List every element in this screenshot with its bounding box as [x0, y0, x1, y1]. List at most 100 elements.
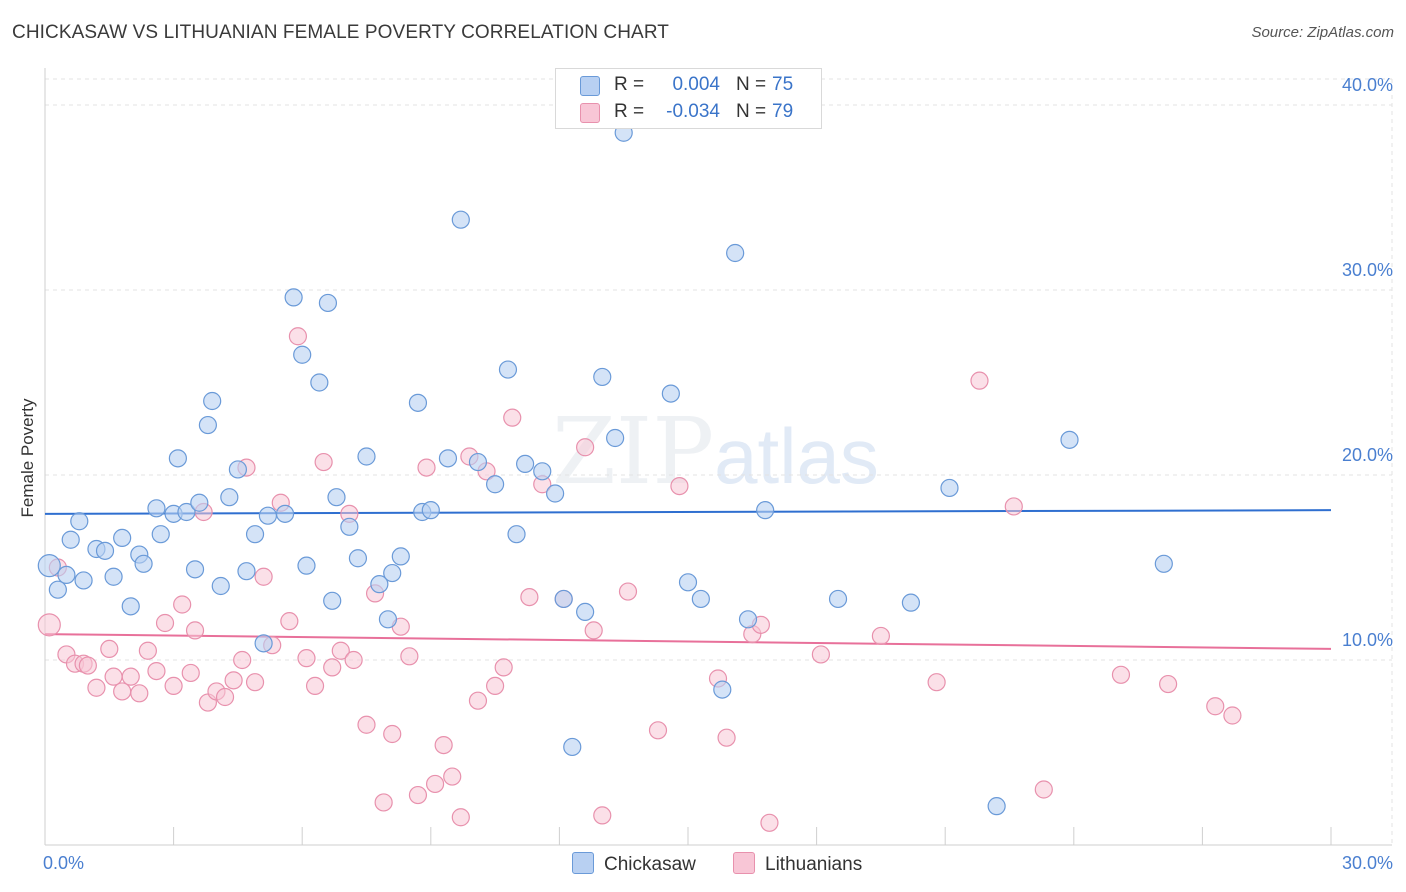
lithuanian-point: [164, 676, 183, 696]
lithuanian-point: [927, 673, 946, 692]
chickasaw-point: [340, 517, 359, 536]
lithuanian-point: [618, 582, 638, 601]
lithuanian-point: [138, 641, 157, 660]
tick-labels: 10.0% 20.0% 30.0% 40.0% 0.0% 30.0%: [43, 75, 1393, 873]
chickasaw-point: [726, 243, 745, 263]
lithuanian-point: [37, 613, 61, 637]
lithuanian-legend-label: Lithuanians: [765, 854, 863, 875]
lithuanian-legend-swatch: [733, 852, 755, 874]
correlation-legend: R = 0.004 N = 75 R = -0.034 N = 79: [555, 68, 822, 129]
chickasaw-point: [678, 573, 698, 592]
lithuanian-point: [78, 656, 97, 675]
lithuanian-point: [233, 650, 252, 670]
chickasaw-trend-line: [44, 509, 1332, 515]
lithuanian-point: [147, 661, 166, 681]
lithuanian-point: [383, 724, 402, 744]
chickasaw-point: [606, 428, 625, 448]
lithuanian-point: [215, 687, 235, 707]
chickasaw-point: [498, 360, 518, 379]
chickasaw-point: [245, 525, 265, 544]
r-value: 0.004: [672, 74, 720, 95]
chickasaw-point: [533, 462, 552, 481]
lithuanian-point: [871, 626, 891, 646]
chickasaw-point: [297, 556, 316, 575]
chickasaw-point: [310, 373, 329, 392]
chickasaw-point: [220, 488, 239, 507]
chickasaw-point: [713, 680, 732, 699]
chickasaw-point: [177, 502, 196, 522]
chickasaw-point: [318, 293, 338, 313]
n-value: 79: [772, 101, 794, 122]
lithuanian-trend-line: [44, 633, 1332, 650]
lithuanian-point: [314, 452, 333, 472]
chickasaw-point: [370, 575, 389, 594]
r-value: -0.034: [666, 101, 720, 122]
chickasaw-point: [438, 449, 458, 468]
chickasaw-point: [738, 610, 758, 629]
chickasaw-point: [756, 501, 775, 520]
chickasaw-point: [37, 554, 61, 578]
lithuanian-point: [503, 408, 522, 427]
lithuanian-swatch: [580, 103, 600, 123]
lithuanian-point: [344, 650, 363, 670]
r-label: R =: [614, 101, 645, 122]
chickasaw-point: [190, 493, 209, 512]
x-tick-label: 0.0%: [43, 853, 84, 873]
chickasaw-point: [254, 634, 273, 653]
lithuanian-point: [1223, 706, 1242, 725]
lithuanian-point: [576, 438, 595, 457]
lithuanian-point: [1034, 780, 1053, 799]
lithuanian-point: [1004, 497, 1023, 516]
chickasaw-point: [237, 562, 256, 581]
chickasaw-point: [323, 591, 342, 610]
chickasaw-point: [348, 549, 368, 568]
chickasaw-point: [987, 797, 1006, 816]
chickasaw-point: [61, 530, 80, 549]
chickasaw-point: [48, 580, 67, 599]
chickasaw-point: [275, 504, 295, 523]
chickasaw-point: [691, 589, 710, 609]
lithuanian-point: [254, 567, 273, 586]
chickasaw-swatch: [580, 76, 600, 96]
chart-title: CHICKASAW VS LITHUANIAN FEMALE POVERTY C…: [12, 22, 669, 43]
lithuanian-point: [224, 671, 243, 690]
chickasaw-point: [546, 484, 565, 503]
chickasaw-point: [378, 610, 398, 629]
lithuanian-point: [331, 641, 350, 660]
bottom-legend-chickasaw: Chickasaw: [572, 852, 696, 876]
n-value: 75: [772, 74, 794, 95]
lithuanian-point: [1159, 674, 1178, 694]
lithuanian-point: [113, 682, 132, 701]
chickasaw-point: [327, 488, 346, 507]
x-tick-label: 30.0%: [1342, 853, 1393, 873]
chickasaw-point: [593, 367, 612, 387]
chickasaw-point: [468, 452, 488, 472]
chickasaw-point: [516, 454, 535, 473]
y-tick-label: 10.0%: [1342, 630, 1393, 650]
chickasaw-point: [451, 210, 470, 229]
y-tick-label: 20.0%: [1342, 445, 1393, 465]
chickasaw-point: [293, 345, 312, 364]
chickasaw-point: [486, 475, 505, 494]
source-label: Source: ZipAtlas.com: [1251, 24, 1394, 41]
chickasaw-point: [57, 565, 76, 585]
lithuanian-point: [374, 793, 393, 812]
chickasaw-legend-label: Chickasaw: [604, 854, 696, 875]
chickasaw-point: [147, 499, 166, 518]
chickasaw-point: [408, 393, 428, 412]
chickasaw-point: [113, 528, 132, 548]
lithuanian-point: [155, 613, 175, 633]
lithuanian-point: [811, 645, 830, 664]
chickasaw-point: [661, 384, 680, 403]
chickasaw-point: [554, 589, 573, 609]
lithuanian-point: [648, 721, 668, 740]
chickasaw-point: [940, 478, 959, 498]
chickasaw-point: [563, 737, 582, 757]
lithuanian-point: [280, 612, 299, 631]
lithuanian-point: [970, 371, 989, 390]
lithuanian-point: [100, 639, 119, 659]
lithuanian-point: [593, 806, 612, 825]
watermark-atlas: atlas: [714, 412, 879, 500]
chickasaw-point: [104, 567, 123, 586]
